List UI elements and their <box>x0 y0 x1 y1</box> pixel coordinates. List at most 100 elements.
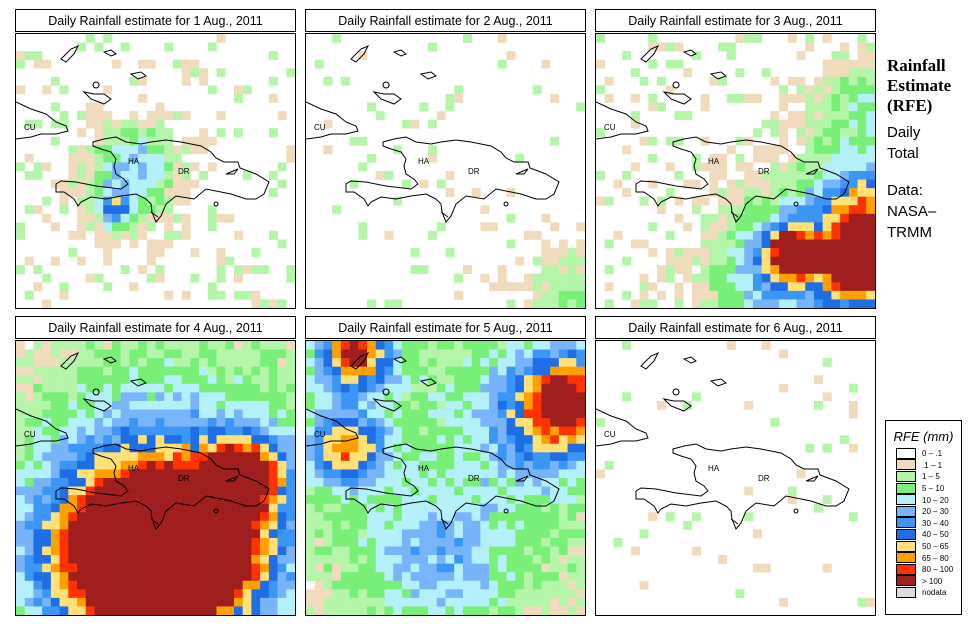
rain-cell <box>172 230 182 240</box>
rain-cell <box>567 486 577 496</box>
rain-cell <box>462 597 472 607</box>
rain-cell <box>358 597 368 607</box>
rain-cell <box>155 520 165 530</box>
rain-cell <box>779 383 789 393</box>
rain-cell <box>523 546 533 556</box>
legend-swatch <box>896 552 916 564</box>
rain-cell <box>480 273 490 283</box>
rain-cell <box>822 443 832 453</box>
rain-cell <box>277 512 287 522</box>
rain-cell <box>419 512 429 522</box>
rain-cell <box>42 85 52 95</box>
rain-cell <box>384 375 394 385</box>
rain-cell <box>410 358 420 367</box>
rain-cell <box>506 486 516 496</box>
rain-cell <box>24 469 34 479</box>
rain-cell <box>462 589 472 599</box>
rain-cell <box>857 93 867 103</box>
rain-cell <box>59 290 69 300</box>
rain-cell <box>85 392 95 402</box>
rain-cell <box>77 452 87 462</box>
rain-cell <box>50 529 60 539</box>
rain-cell <box>550 273 560 283</box>
rain-cell <box>436 341 446 350</box>
rain-cell <box>33 563 43 573</box>
rain-cell <box>770 213 780 223</box>
rain-cell <box>550 452 560 462</box>
rain-cell <box>497 435 507 445</box>
rain-cell <box>120 537 130 547</box>
rain-cell <box>558 341 568 350</box>
rain-cell <box>349 537 359 547</box>
rain-cell <box>181 383 191 393</box>
rain-cell <box>314 563 324 573</box>
rain-cell <box>77 205 87 215</box>
rain-cell <box>16 383 26 393</box>
rain-cell <box>866 136 875 146</box>
rain-cell <box>24 435 34 445</box>
rain-cell <box>138 162 148 172</box>
rain-cell <box>805 230 815 240</box>
rain-cell <box>857 119 867 129</box>
rain-cell <box>207 452 217 462</box>
rain-cell <box>85 469 95 479</box>
rain-cell <box>111 495 121 504</box>
rain-cell <box>648 282 658 292</box>
rain-cell <box>445 349 455 359</box>
rain-cell <box>358 366 368 376</box>
rain-cell <box>822 495 832 504</box>
rain-cell <box>225 486 235 496</box>
rain-cell <box>42 520 52 530</box>
rain-cell <box>172 409 182 419</box>
rain-cell <box>190 358 200 367</box>
rain-cell <box>550 400 560 410</box>
rain-cell <box>24 290 34 300</box>
rain-cell <box>866 179 875 189</box>
rain-cell <box>822 290 832 300</box>
rain-cell <box>822 299 832 308</box>
rain-cell <box>268 478 278 487</box>
rain-cell <box>268 426 278 436</box>
rain-cell <box>349 349 359 359</box>
rain-cell <box>428 478 438 487</box>
rain-cell <box>840 42 850 52</box>
rain-cell <box>419 443 429 453</box>
rain-cell <box>207 85 217 95</box>
rain-cell <box>129 409 139 419</box>
rain-cell <box>24 205 34 215</box>
rain-cell <box>260 358 270 367</box>
rain-cell <box>199 589 209 599</box>
rain-cell <box>277 606 287 615</box>
rain-cell <box>770 119 780 129</box>
rain-cell <box>454 452 464 462</box>
rain-cell <box>822 392 832 402</box>
rain-cell <box>523 460 533 470</box>
rain-cell <box>251 426 261 436</box>
rain-cell <box>515 426 525 436</box>
rain-cell <box>744 179 754 189</box>
rain-cell <box>480 486 490 496</box>
rain-cell <box>146 358 156 367</box>
rain-cell <box>181 375 191 385</box>
rain-cell <box>436 179 446 189</box>
legend-label: 10 – 20 <box>922 495 949 505</box>
rain-cell <box>709 299 719 308</box>
island-outline <box>515 168 529 175</box>
rain-cell <box>251 341 261 350</box>
rain-cell <box>419 179 429 189</box>
rain-cell <box>59 392 69 402</box>
rain-cell <box>323 555 333 564</box>
island-outline <box>392 356 407 364</box>
rain-cell <box>506 529 516 539</box>
rain-cell <box>367 392 377 402</box>
rain-cell <box>674 290 684 300</box>
rain-cell <box>419 529 429 539</box>
rain-cell <box>506 188 516 197</box>
rain-cell <box>726 299 736 308</box>
rain-cell <box>286 529 295 539</box>
rain-cell <box>216 213 226 223</box>
rain-cell <box>709 76 719 86</box>
rain-cell <box>523 529 533 539</box>
rain-cell <box>848 153 858 163</box>
rain-cell <box>190 59 200 69</box>
